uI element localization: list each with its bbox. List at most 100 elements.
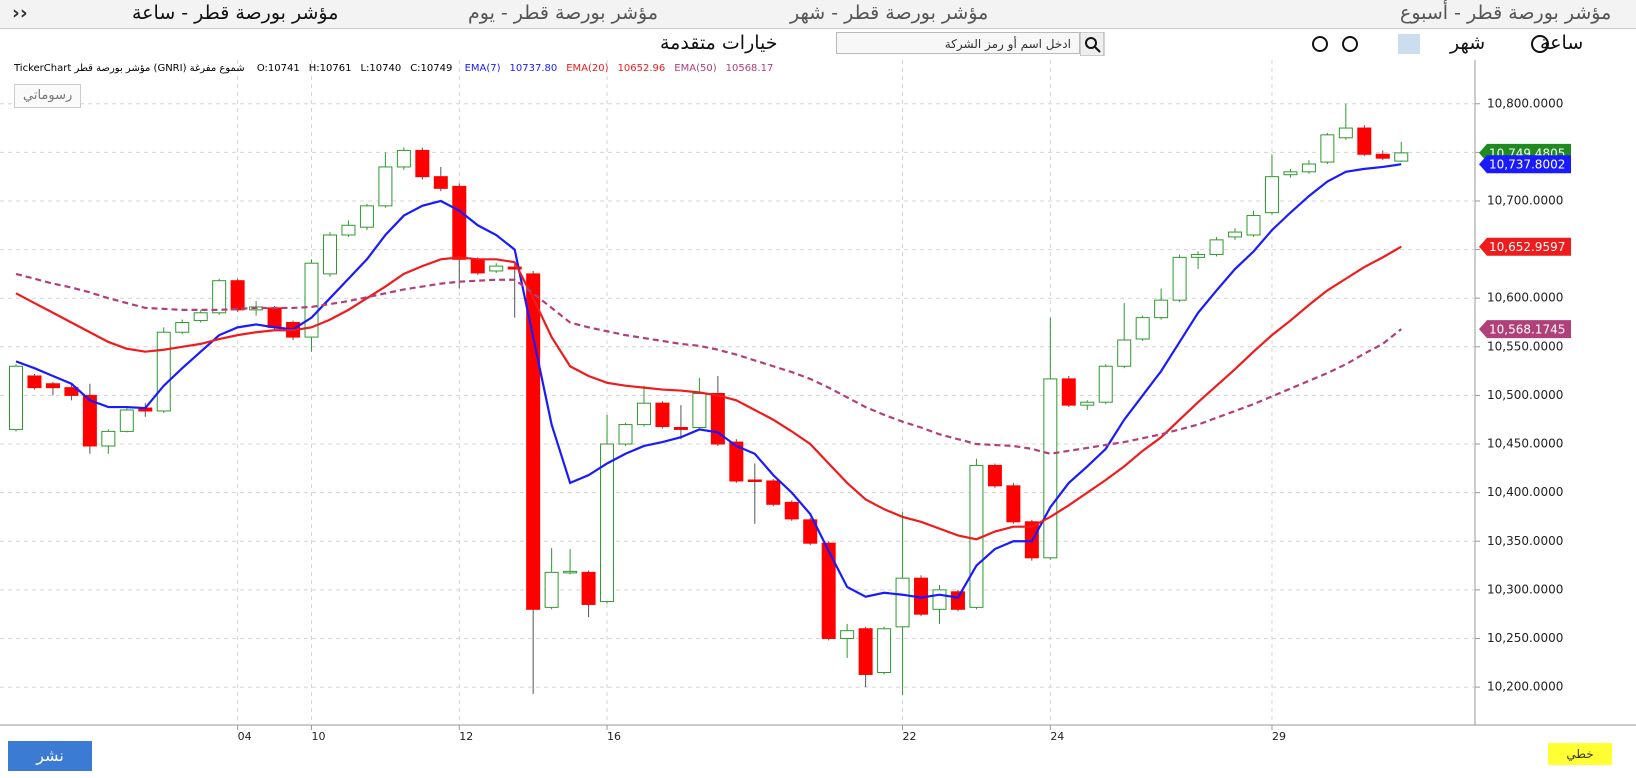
candle-body [1301, 163, 1316, 173]
candle-body [618, 424, 633, 445]
price-marker-label: 10,652.9597 [1489, 240, 1565, 254]
candle-body [267, 307, 282, 328]
candle-body [803, 519, 818, 544]
candle-body [175, 322, 190, 333]
candle-body [1320, 134, 1335, 163]
candle-body [1061, 378, 1076, 406]
candle-body [581, 571, 596, 605]
x-tick-label: 24 [1050, 730, 1064, 743]
candle-body [1283, 171, 1298, 176]
candle-body [1080, 401, 1095, 406]
y-tick-label: 10,550.0000 [1487, 339, 1563, 353]
y-tick-label: 10,800.0000 [1487, 96, 1563, 110]
candle-body [1209, 239, 1224, 255]
candle-body [692, 392, 707, 429]
toolbar-icons [1080, 32, 1549, 56]
candle-body [766, 480, 781, 505]
candle-body [821, 542, 836, 639]
legend-entry: 10568.17 [725, 63, 774, 74]
tab[interactable]: مؤشر بورصة قطر - شهر [790, 2, 989, 24]
candle-body [64, 387, 79, 396]
candle-body [489, 265, 504, 272]
x-tick-label: 10 [312, 730, 326, 743]
candle-body [1006, 485, 1021, 523]
candle-body [1098, 365, 1113, 403]
x-tick-label: 12 [459, 730, 473, 743]
candle-body [1191, 253, 1206, 258]
candle-body [433, 176, 448, 189]
y-tick-label: 10,350.0000 [1487, 534, 1563, 548]
drawings-button[interactable]: رسوماتي [14, 84, 82, 108]
y-tick-label: 10,600.0000 [1487, 291, 1563, 305]
ema-line [15, 245, 1402, 541]
tab[interactable]: مؤشر بورصة قطر - ساعة [132, 2, 339, 24]
candle-body [877, 628, 892, 673]
tab-scroll[interactable]: ‹‹ [12, 2, 28, 24]
ohlc: L:10740 [360, 63, 402, 74]
ohlc: O:10741 [256, 63, 300, 74]
candle-body [470, 258, 485, 274]
candle-body [1154, 299, 1169, 319]
candle-body [101, 430, 116, 447]
candle-body [1338, 127, 1353, 139]
candle-body [655, 402, 670, 428]
candle-body [359, 205, 374, 228]
candle-body [1172, 256, 1187, 301]
candle-body [747, 479, 762, 482]
candle-body [544, 571, 559, 608]
candle-body [1246, 215, 1261, 236]
candle-body [563, 570, 578, 574]
tab[interactable]: مؤشر بورصة قطر - أسبوع [1400, 2, 1612, 24]
y-tick-label: 10,200.0000 [1487, 680, 1563, 694]
candle-body [729, 441, 744, 482]
legend-entry: 10652.96 [617, 63, 666, 74]
candle-body [45, 383, 60, 389]
tab[interactable]: مؤشر بورصة قطر - يوم [468, 2, 659, 24]
publish-button[interactable]: نشر [8, 741, 92, 771]
price-marker-label: 10,737.8002 [1489, 158, 1565, 172]
ohlc: H:10761 [308, 63, 352, 74]
candle-body [950, 591, 965, 610]
candle-body [673, 427, 688, 430]
candle-body [212, 280, 227, 314]
candle-body [526, 273, 541, 610]
candle-body [452, 185, 467, 260]
advanced-options[interactable]: خيارات متقدمة [660, 32, 778, 54]
candle-body [895, 577, 910, 628]
candle-body [322, 234, 337, 275]
chart-header: TickerChart مؤشر بورصة قطر (GNRI) شموع م… [14, 63, 791, 74]
y-tick-label: 10,400.0000 [1487, 485, 1563, 499]
y-tick-label: 10,250.0000 [1487, 631, 1563, 645]
candle-body [1117, 339, 1132, 367]
candle-body [378, 166, 393, 207]
candle-body [82, 394, 97, 447]
legend-entry: EMA(20) [566, 63, 609, 74]
x-tick-label: 22 [903, 730, 917, 743]
candle-body [1375, 153, 1390, 159]
chart: 10,200.0000 10,250.0000 10,300.0000 10,350.… [0, 60, 1636, 743]
y-tick-label: 10,500.0000 [1487, 388, 1563, 402]
x-tick-label: 16 [607, 730, 621, 743]
candle-body [193, 312, 208, 322]
candle-body [27, 375, 42, 389]
candle-body [1135, 317, 1150, 340]
chart-mode[interactable]: خطي [1548, 743, 1612, 765]
candle-body [1264, 176, 1279, 214]
candle-body [932, 589, 947, 610]
period-button[interactable]: شهر [1450, 32, 1486, 54]
candle-body [840, 630, 855, 639]
price-marker [1479, 155, 1571, 174]
candle-body [9, 365, 23, 430]
legend-entry: 10737.80 [509, 63, 558, 74]
candle-body [396, 149, 411, 168]
interval-button[interactable]: ساعة [1540, 32, 1584, 54]
candle-body [1228, 231, 1243, 238]
tab-bar: ‹‹ مؤشر بورصة قطر - ساعة مؤشر بورصة قطر … [0, 0, 1636, 29]
candle-body [119, 409, 134, 432]
search-input[interactable]: ادخل اسم أو رمز الشركة [836, 32, 1080, 54]
candle-body [987, 464, 1002, 487]
candle-body [1043, 378, 1058, 559]
candle-body [415, 149, 430, 178]
chart-title: TickerChart مؤشر بورصة قطر (GNRI) شموع م… [14, 63, 245, 74]
legend-entry: EMA(7) [464, 63, 501, 74]
